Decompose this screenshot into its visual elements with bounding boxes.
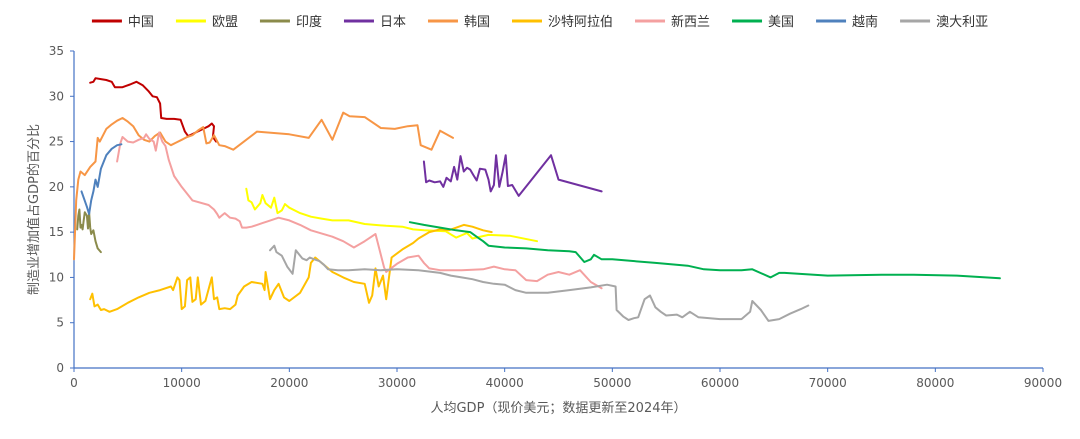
legend-item: 美国 <box>732 15 794 30</box>
legend-label: 日本 <box>380 15 406 30</box>
y-tick-label: 10 <box>49 270 64 284</box>
x-tick-label: 70000 <box>809 376 847 390</box>
y-tick-label: 5 <box>56 316 64 330</box>
series-line-5 <box>89 223 493 313</box>
legend-label: 印度 <box>296 14 322 30</box>
x-tick-label: 50000 <box>593 376 631 390</box>
x-tick-label: 10000 <box>163 376 201 390</box>
plot-area <box>73 77 1001 322</box>
legend-item: 欧盟 <box>175 15 238 30</box>
x-axis-title: 人均GDP（现价美元；数据更新至2024年） <box>430 400 686 416</box>
legend-item: 韩国 <box>427 15 490 30</box>
y-tick-label: 35 <box>49 44 64 58</box>
legend-label: 欧盟 <box>212 15 238 30</box>
x-tick-label: 60000 <box>701 376 739 390</box>
y-tick-label: 20 <box>49 180 64 194</box>
y-axis: 0 5 10 15 20 25 30 35 <box>49 44 75 375</box>
legend-item: 澳大利亚 <box>900 14 988 30</box>
x-tick-label: 40000 <box>486 376 524 390</box>
x-tick-label: 80000 <box>916 376 954 390</box>
legend: 中国 欧盟 印度 日本 韩国 沙特阿拉伯 新西兰 美国 越南 澳大利亚 <box>91 14 988 30</box>
legend-label: 沙特阿拉伯 <box>548 15 613 30</box>
legend-label: 新西兰 <box>671 14 710 30</box>
y-tick-label: 25 <box>49 135 64 149</box>
legend-label: 澳大利亚 <box>936 14 988 30</box>
x-tick-label: 90000 <box>1024 376 1062 390</box>
y-tick-label: 15 <box>49 225 64 239</box>
series-line-1 <box>245 187 538 243</box>
legend-label: 中国 <box>128 15 154 30</box>
legend-label: 越南 <box>852 14 878 30</box>
legend-label: 美国 <box>768 15 794 30</box>
series-line-7 <box>408 221 1001 280</box>
legend-item: 新西兰 <box>635 14 710 30</box>
y-tick-label: 30 <box>49 89 64 103</box>
legend-item: 日本 <box>343 15 406 30</box>
series-line-2 <box>76 208 102 254</box>
x-tick-label: 30000 <box>378 376 416 390</box>
x-tick-label: 20000 <box>270 376 308 390</box>
x-axis: 0 10000 20000 30000 40000 50000 60000 70000 8000… <box>70 367 1062 390</box>
legend-item: 沙特阿拉伯 <box>512 15 613 30</box>
series-line-0 <box>89 77 218 143</box>
legend-item: 中国 <box>91 15 154 30</box>
x-tick-label: 0 <box>70 376 78 390</box>
legend-label: 韩国 <box>464 15 490 30</box>
legend-item: 越南 <box>816 14 878 30</box>
series-line-4 <box>73 111 454 261</box>
series-line-3 <box>422 154 603 197</box>
series-line-9 <box>269 244 810 322</box>
y-axis-title: 制造业增加值占GDP的百分比 <box>26 124 42 295</box>
series-line-8 <box>80 143 123 215</box>
y-tick-label: 0 <box>56 361 64 375</box>
series-line-6 <box>116 131 603 290</box>
legend-item: 印度 <box>259 14 322 30</box>
